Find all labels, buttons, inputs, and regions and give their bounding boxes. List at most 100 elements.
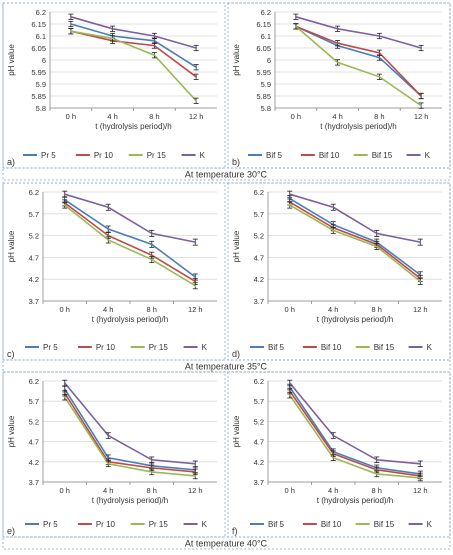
x-tick-label: 8 h (372, 305, 382, 314)
y-tick-label: 3.7 (29, 297, 39, 306)
legend-label: Pr 5 (41, 151, 56, 160)
y-tick-label: 6.05 (31, 44, 46, 53)
legend-label: Pr 15 (147, 151, 167, 160)
y-tick-label: 6.2 (261, 8, 271, 17)
data-point (63, 204, 66, 206)
series-line (64, 388, 196, 471)
y-axis-title: pH value (232, 44, 241, 76)
series-line (289, 382, 421, 465)
series-line (70, 30, 197, 102)
x-tick-label: 8 h (374, 112, 384, 121)
data-point (194, 284, 197, 287)
x-tick-label: 12 h (189, 112, 204, 121)
chart-panel: d) 3.7 4.2 4.7 5.2 5.7 6.2 0 h 4 h 8 h 12 h t (hydr… (227, 182, 451, 361)
x-tick-label: 12 h (413, 305, 428, 314)
chart-panel: b) 5.8 5.85 5.9 5.95 6 6.05 6.1 6.15 6.2 0 h 4 h 8 h… (227, 2, 451, 169)
data-point (195, 99, 198, 102)
y-tick-label: 4.2 (29, 275, 39, 284)
data-point (69, 30, 72, 33)
data-point (63, 382, 66, 384)
data-point (375, 232, 378, 235)
series-line (295, 25, 422, 97)
y-tick-label: 4.2 (29, 458, 39, 467)
y-tick-label: 6.1 (261, 32, 271, 41)
series-line (64, 396, 196, 477)
data-point (378, 35, 381, 37)
legend-label: Bif 10 (319, 151, 340, 160)
x-tick-label: 8 h (149, 112, 159, 121)
series-line (64, 199, 196, 278)
data-point (288, 204, 291, 206)
legend-label: Bif 10 (321, 520, 342, 529)
panel-label: d) (232, 349, 240, 359)
y-tick-label: 6.15 (256, 20, 271, 29)
panel-frame (2, 182, 226, 361)
x-tick-label: 8 h (372, 486, 382, 495)
y-tick-label: 4.2 (254, 458, 264, 467)
y-tick-label: 6.15 (31, 20, 46, 29)
legend-label: K (202, 343, 208, 352)
x-tick-label: 4 h (332, 112, 342, 121)
panel-frame (2, 2, 226, 169)
legend-label: K (425, 151, 431, 160)
data-point (288, 386, 291, 388)
y-tick-label: 5.7 (29, 210, 39, 219)
legend-label: K (200, 151, 206, 160)
series-line (70, 16, 197, 49)
x-axis-title: t (hydrolysis period)/h (92, 496, 168, 505)
legend-label: Bif 10 (321, 343, 342, 352)
y-tick-label: 3.7 (254, 478, 264, 487)
y-tick-label: 6.2 (29, 377, 39, 386)
data-point (332, 456, 335, 459)
y-tick-label: 5.7 (29, 397, 39, 406)
data-point (107, 234, 110, 237)
data-point (107, 228, 110, 230)
legend-label: Bif 15 (374, 343, 395, 352)
data-point (195, 66, 198, 69)
series-line (289, 201, 421, 279)
x-tick-label: 4 h (328, 305, 338, 314)
y-tick-label: 3.7 (254, 297, 264, 306)
data-point (288, 394, 291, 397)
data-point (288, 382, 291, 384)
y-axis-title: pH value (232, 415, 241, 447)
data-point (63, 193, 66, 196)
data-point (195, 75, 198, 78)
chart-panel: c) 3.7 4.2 4.7 5.2 5.7 6.2 0 h 4 h 8 h 12 h t (hydr… (2, 182, 226, 361)
data-point (336, 42, 339, 45)
x-tick-label: 4 h (107, 112, 117, 121)
x-tick-label: 0 h (60, 486, 70, 495)
x-tick-label: 0 h (291, 112, 301, 121)
data-point (150, 471, 153, 473)
data-point (375, 458, 378, 461)
data-point (419, 477, 422, 479)
x-axis-title: t (hydrolysis period)/h (317, 496, 393, 505)
data-point (419, 462, 422, 465)
band-caption: At temperature 30°C (185, 170, 268, 180)
data-point (107, 462, 110, 465)
x-tick-label: 8 h (147, 486, 157, 495)
y-tick-label: 6 (267, 56, 271, 65)
y-tick-label: 4.2 (254, 275, 264, 284)
data-point (63, 392, 66, 395)
y-tick-label: 5.8 (36, 104, 46, 113)
data-point (420, 95, 423, 97)
data-point (150, 458, 153, 461)
y-tick-label: 6.2 (29, 188, 39, 197)
series-line (289, 386, 421, 475)
x-axis-title: t (hydrolysis period)/h (95, 122, 171, 131)
panel-label: e) (7, 526, 15, 536)
y-tick-label: 5.2 (29, 232, 39, 241)
panel-frame (2, 371, 226, 538)
y-tick-label: 6.2 (36, 8, 46, 17)
legend-label: Pr 10 (94, 151, 114, 160)
data-point (111, 27, 114, 30)
x-tick-label: 0 h (285, 305, 295, 314)
y-tick-label: 4.7 (29, 438, 39, 447)
y-tick-label: 6.2 (254, 188, 264, 197)
x-tick-label: 4 h (103, 486, 113, 495)
band-caption: At temperature 35°C (185, 362, 268, 372)
legend-label: Bif 5 (266, 151, 283, 160)
legend-label: K (202, 520, 208, 529)
